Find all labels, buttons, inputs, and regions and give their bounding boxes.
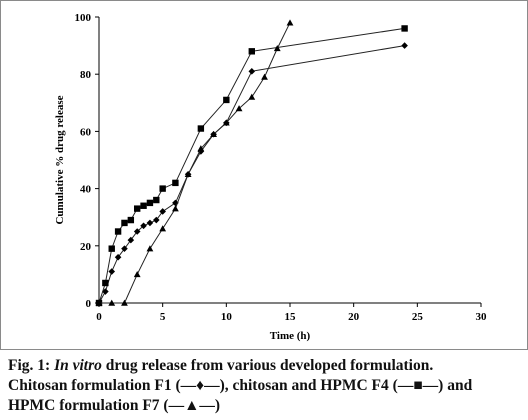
- data-point-f4: [140, 202, 147, 209]
- data-point-f1: [401, 42, 408, 49]
- data-point-f4: [146, 199, 154, 207]
- data-point-f1: [114, 253, 122, 261]
- caption-line-3: HPMC formulation F7 (—▲—): [8, 397, 221, 414]
- data-point-f4: [114, 228, 122, 235]
- data-point-f1: [248, 68, 256, 75]
- data-point-f4: [248, 48, 255, 55]
- x-axis-label: Time (h): [270, 330, 311, 342]
- x-tick-label: 30: [476, 311, 488, 323]
- data-point-f1: [172, 199, 179, 207]
- data-point-f4: [102, 279, 109, 287]
- data-point-f1: [153, 216, 160, 224]
- data-point-f4: [134, 205, 141, 212]
- data-point-f4: [197, 125, 205, 132]
- x-tick-label: 0: [96, 311, 102, 323]
- data-point-f7: [133, 271, 141, 278]
- data-point-f7: [146, 245, 154, 252]
- x-tick-label: 15: [285, 311, 297, 323]
- y-tick-label: 100: [75, 12, 92, 24]
- data-point-f7: [121, 299, 128, 306]
- figure-frame: 0 20 40 60 80 100 0 5 10 15 20 25 30 Time (h) Cumulati…: [0, 0, 528, 350]
- caption-italic-term: In vitro: [54, 357, 102, 374]
- data-point-f1: [108, 268, 116, 275]
- data-point-f7: [273, 45, 281, 52]
- caption-line-2: Chitosan formulation F1 (—♦—), chitosan …: [8, 377, 473, 394]
- data-point-f1: [140, 222, 147, 230]
- y-tick-label: 20: [80, 241, 92, 253]
- y-tick-label: 60: [80, 126, 92, 138]
- data-point-f7: [172, 205, 179, 212]
- y-tick-label: 0: [86, 298, 92, 310]
- x-tick-label: 5: [160, 311, 166, 323]
- x-tick-label: 25: [412, 311, 424, 323]
- data-point-f7: [210, 130, 217, 137]
- x-tick-label: 10: [221, 311, 233, 323]
- data-point-f4: [172, 179, 179, 187]
- data-point-f4: [401, 25, 408, 32]
- data-point-f4: [108, 245, 115, 252]
- caption-line-1-rest: drug release from various developed form…: [101, 357, 434, 374]
- data-point-f4: [153, 196, 160, 204]
- data-point-f1: [102, 288, 109, 295]
- data-point-f7: [184, 170, 192, 178]
- data-point-f7: [95, 299, 103, 306]
- data-point-f7: [197, 145, 205, 152]
- data-point-f7: [159, 225, 167, 232]
- data-point-f7: [248, 93, 256, 100]
- data-point-f1: [146, 219, 154, 227]
- data-point-f1: [127, 236, 135, 244]
- data-point-f7: [286, 19, 294, 26]
- chart: 0 20 40 60 80 100 0 5 10 15 20 25 30 Time (h) Cumulati…: [54, 12, 488, 342]
- data-point-f4: [159, 185, 166, 192]
- x-tick-label: 20: [348, 311, 360, 323]
- data-point-f7: [261, 73, 268, 80]
- data-point-f7: [108, 299, 116, 306]
- series-line-f1: [98, 45, 405, 304]
- data-point-f7: [235, 105, 243, 112]
- series-line-f7: [99, 22, 291, 304]
- data-point-f4: [121, 219, 128, 227]
- data-point-f1: [133, 228, 141, 235]
- data-point-f4: [127, 216, 135, 224]
- y-tick-label: 40: [80, 184, 92, 196]
- data-point-f1: [121, 245, 128, 252]
- caption-fig-label: Fig. 1:: [8, 357, 55, 374]
- figure-caption: Fig. 1: In vitro drug release from vario…: [8, 356, 524, 416]
- data-point-f7: [222, 119, 230, 126]
- data-point-f4: [223, 96, 230, 104]
- data-point-f1: [159, 208, 166, 215]
- y-tick-label: 80: [80, 69, 92, 81]
- y-axis-label: Cumulative % drug release: [54, 95, 66, 224]
- caption-line-1: Fig. 1: In vitro drug release from vario…: [8, 356, 524, 376]
